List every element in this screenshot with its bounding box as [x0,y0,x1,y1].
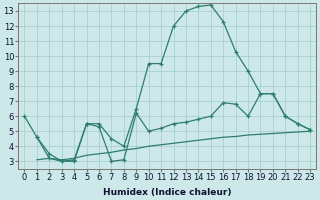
X-axis label: Humidex (Indice chaleur): Humidex (Indice chaleur) [103,188,232,197]
